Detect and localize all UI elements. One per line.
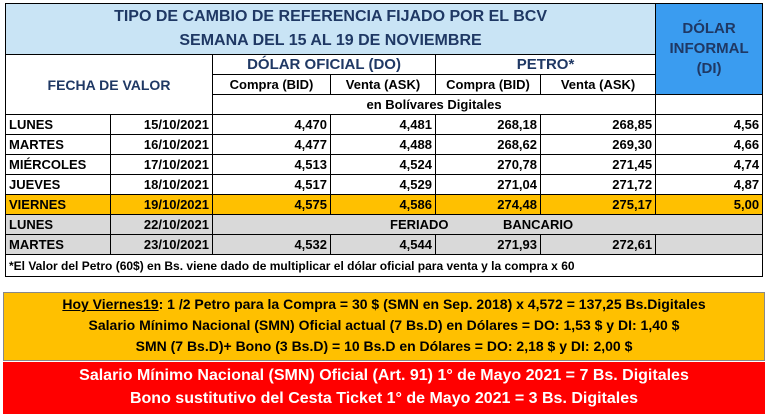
title: TIPO DE CAMBIO DE REFERENCIA FIJADO POR …	[4, 3, 657, 55]
petro-header: PETRO*	[434, 54, 657, 75]
row: MIÉRCOLES 17/10/2021 4,513 4,524 270,78 271,4…	[5, 154, 764, 175]
value-cell: 275,17	[539, 194, 657, 215]
di-header: DÓLAR INFORMAL (DI)	[655, 3, 764, 95]
note-line: SMN (7 Bs.D)+ Bono (3 Bs.D) = 10 Bs.D en…	[135, 338, 633, 354]
value-cell: 4,524	[330, 154, 436, 175]
value-cell: 268,18	[435, 114, 541, 135]
value-cell: 4,74	[655, 154, 764, 175]
value-cell: 4,56	[655, 114, 764, 135]
empty-cell	[655, 94, 764, 115]
date-cell: 17/10/2021	[110, 154, 213, 175]
footnote: *El Valor del Petro (60$) en Bs. viene d…	[4, 254, 764, 277]
note-line: Salario Mínimo Nacional (SMN) Oficial (A…	[79, 367, 689, 384]
note-line: Bono sustitutivo del Cesta Ticket 1° de …	[129, 390, 639, 407]
row: MARTES 16/10/2021 4,477 4,488 268,62 269,30 4,…	[5, 134, 764, 155]
date-cell: MARTES	[5, 134, 111, 155]
value-cell: 268,62	[435, 134, 541, 155]
red-notes: Salario Mínimo Nacional (SMN) Oficial (A…	[3, 362, 765, 414]
date-cell: LUNES	[5, 114, 111, 135]
date-cell: 16/10/2021	[110, 134, 213, 155]
date-cell: 19/10/2021	[110, 194, 213, 215]
empty-cell	[655, 234, 764, 255]
date-cell: 15/10/2021	[110, 114, 213, 135]
value-cell: 5,00	[655, 194, 764, 215]
date-cell: LUNES	[5, 214, 111, 235]
value-cell: 4,87	[655, 174, 764, 195]
today-label: Hoy Viernes19	[62, 296, 159, 312]
subheader: Compra (BID)	[435, 74, 541, 95]
value-cell: 4,477	[212, 134, 331, 155]
date-cell: MIÉRCOLES	[5, 154, 111, 175]
value-cell: 271,45	[539, 154, 657, 175]
fecha-header: FECHA DE VALOR	[5, 54, 213, 115]
di-line: (DI)	[696, 60, 722, 77]
row: LUNES 15/10/2021 4,470 4,481 268,18 268,85 4,5…	[5, 114, 764, 135]
value-cell: 271,72	[539, 174, 657, 195]
holiday-word: FERIADO	[390, 217, 449, 232]
title-line: SEMANA DEL 15 AL 19 DE NOVIEMBRE	[179, 32, 482, 49]
row: JUEVES 18/10/2021 4,517 4,529 271,04 271,72 4,…	[5, 174, 764, 195]
subheader: Compra (BID)	[212, 74, 331, 95]
row: MARTES 23/10/2021 4,532 4,544 271,93 272,61	[5, 234, 764, 255]
subheader: Venta (ASK)	[539, 74, 657, 95]
value-cell: 269,30	[539, 134, 657, 155]
value-cell: 4,517	[212, 174, 331, 195]
footnote-row: *El Valor del Petro (60$) en Bs. viene d…	[4, 254, 764, 277]
value-cell: 4,544	[330, 234, 436, 255]
subheader: Venta (ASK)	[330, 74, 436, 95]
value-cell: 271,93	[435, 234, 541, 255]
orange-notes: Hoy Viernes19: 1 /2 Petro para la Compra…	[3, 292, 765, 361]
value-cell: 271,04	[435, 174, 541, 195]
value-cell: 4,532	[212, 234, 331, 255]
row: VIERNES 19/10/2021 4,575 4,586 274,48 275,17 5…	[5, 194, 764, 215]
today-text: : 1 /2 Petro para la Compra = 30 $ (SMN …	[158, 296, 706, 312]
di-line: INFORMAL	[669, 40, 749, 57]
unit: en Bolívares Digitales	[211, 94, 657, 115]
title-line: TIPO DE CAMBIO DE REFERENCIA FIJADO POR …	[114, 8, 547, 25]
value-cell: 4,481	[330, 114, 436, 135]
value-cell: 4,513	[212, 154, 331, 175]
di-line: DÓLAR	[682, 20, 736, 37]
value-cell: 268,85	[539, 114, 657, 135]
holiday-word: BANCARIO	[503, 217, 574, 232]
note-line: Hoy Viernes19: 1 /2 Petro para la Compra…	[4, 294, 764, 315]
date-cell: JUEVES	[5, 174, 111, 195]
value-cell: 270,78	[435, 154, 541, 175]
value-cell: 4,529	[330, 174, 436, 195]
value-cell: 272,61	[539, 234, 657, 255]
date-cell: 22/10/2021	[110, 214, 213, 235]
date-cell: 18/10/2021	[110, 174, 213, 195]
holiday-note: FERIADO BANCARIO	[211, 214, 764, 235]
date-cell: 23/10/2021	[110, 234, 213, 255]
value-cell: 4,575	[212, 194, 331, 215]
note-line: Salario Mínimo Nacional (SMN) Oficial ac…	[88, 317, 680, 333]
value-cell: 4,586	[330, 194, 436, 215]
do-header: DÓLAR OFICIAL (DO)	[212, 54, 436, 75]
holiday-row: LUNES 22/10/2021 FERIADO BANCARIO	[5, 214, 764, 235]
value-cell: 274,48	[435, 194, 541, 215]
value-cell: 4,488	[330, 134, 436, 155]
rate-table: TIPO DE CAMBIO DE REFERENCIA FIJADO POR …	[4, 3, 764, 277]
date-cell: VIERNES	[5, 194, 111, 215]
value-cell: 4,66	[655, 134, 764, 155]
value-cell: 4,470	[212, 114, 331, 135]
date-cell: MARTES	[5, 234, 111, 255]
